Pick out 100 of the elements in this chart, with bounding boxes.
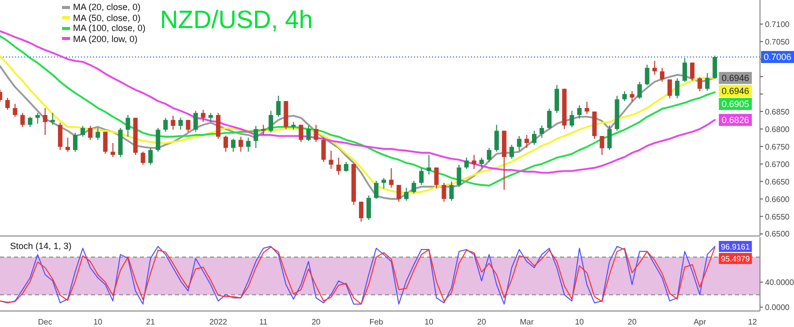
candlestick — [577, 104, 582, 120]
x-tick-label: Feb — [369, 318, 384, 327]
candlestick — [570, 110, 574, 128]
candlestick — [156, 127, 160, 152]
candlestick — [652, 60, 657, 76]
candlestick — [170, 115, 176, 130]
candlestick — [5, 97, 10, 110]
candlestick — [442, 182, 446, 202]
x-tick-label: 21 — [146, 318, 156, 327]
candlestick — [374, 180, 378, 200]
y-tick-label: 0.6550 — [765, 212, 790, 222]
candlestick — [238, 136, 244, 152]
legend-label: MA (200, low, 0) — [73, 34, 138, 44]
candlestick — [314, 124, 318, 142]
candlestick — [419, 168, 424, 186]
y-tick-label: 0.0000 — [765, 303, 790, 312]
candlestick — [366, 194, 371, 220]
candlestick — [644, 64, 650, 86]
y-tick-label: 0.6750 — [765, 142, 790, 152]
legend-label: MA (50, close, 0) — [73, 12, 141, 23]
x-tick-label: 2022 — [209, 318, 228, 327]
candlestick — [110, 142, 116, 158]
candlestick — [200, 109, 206, 123]
y-tick-label: 0.6850 — [765, 107, 790, 116]
candlestick — [382, 177, 386, 189]
candlestick — [178, 117, 183, 130]
candlestick — [73, 132, 78, 152]
data-label: 96.9161 — [720, 242, 750, 252]
candlestick — [328, 150, 334, 170]
candlestick — [524, 134, 529, 148]
candlestick — [28, 116, 32, 128]
y-tick-label: 0.7100 — [765, 20, 790, 29]
candlestick — [554, 84, 560, 114]
data-label: 0.6946 — [722, 73, 750, 84]
candlestick — [344, 161, 348, 172]
y-tick-label: 0.6800 — [765, 124, 790, 134]
candlestick — [246, 137, 251, 152]
candlestick — [163, 117, 168, 132]
candlestick — [103, 131, 108, 154]
candlestick — [80, 125, 86, 138]
candlestick — [660, 67, 664, 82]
candlestick — [126, 114, 130, 138]
candlestick — [516, 136, 522, 152]
legend-label: MA (100, close, 0) — [73, 23, 146, 34]
candlestick — [396, 184, 402, 202]
candlestick — [20, 112, 25, 128]
data-label: 0.6946 — [722, 86, 750, 96]
y-tick-label: 40.0000 — [765, 278, 794, 287]
candlestick — [42, 108, 48, 136]
candlestick — [509, 144, 514, 160]
candlestick — [216, 112, 220, 140]
candlestick — [464, 157, 469, 170]
chart-title: Stoch (14, 1, 3) — [10, 241, 72, 251]
candlestick — [637, 81, 642, 100]
x-tick-label: Dec — [38, 318, 52, 327]
x-tick-label: 10 — [424, 318, 434, 327]
candlestick — [486, 147, 492, 162]
candlestick — [12, 103, 18, 118]
candlestick — [412, 180, 416, 194]
candlestick — [449, 180, 454, 202]
x-tick-label: 11 — [259, 318, 268, 327]
candlestick — [479, 157, 484, 168]
candlestick — [58, 122, 62, 150]
data-label: 0.6905 — [722, 99, 750, 110]
candlestick — [426, 154, 432, 175]
candlestick — [336, 157, 341, 176]
candlestick — [674, 78, 680, 99]
candlestick — [584, 101, 590, 114]
data-label: 0.6826 — [722, 115, 750, 126]
x-tick-label: 10 — [93, 318, 103, 327]
candlestick — [208, 112, 213, 123]
candlestick — [532, 130, 536, 146]
candlestick — [389, 168, 394, 188]
candlestick — [65, 137, 70, 152]
candlestick — [35, 112, 40, 124]
chart-title: NZD/USD, 4h — [160, 6, 313, 35]
candlestick — [50, 112, 55, 126]
candlestick — [690, 62, 695, 82]
ref-line-label: 0.7006 — [764, 52, 792, 62]
x-tick-label: Mar — [520, 318, 534, 327]
candlestick — [682, 58, 687, 82]
candlestick — [600, 136, 604, 156]
candlestick — [434, 166, 439, 189]
candlestick — [276, 95, 281, 118]
candlestick — [231, 138, 236, 152]
x-tick-label: Apr — [694, 318, 706, 327]
candlestick — [268, 110, 274, 134]
candlestick — [88, 125, 93, 140]
y-tick-label: 0.7050 — [765, 37, 790, 46]
candlestick — [254, 125, 258, 148]
candlestick — [494, 124, 499, 152]
x-tick-label: 20 — [312, 318, 322, 327]
candlestick — [140, 151, 146, 166]
candlestick — [547, 108, 552, 130]
legend-label: MA (20, close, 0) — [73, 2, 141, 12]
candlestick — [472, 154, 476, 170]
candlestick — [622, 90, 627, 102]
candlestick — [630, 90, 634, 102]
candlestick — [712, 55, 718, 80]
candlestick — [306, 125, 311, 142]
